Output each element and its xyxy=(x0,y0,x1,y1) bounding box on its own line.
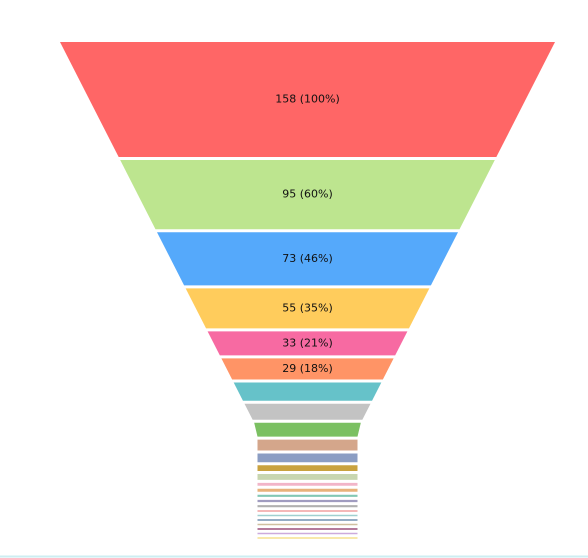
funnel-segment xyxy=(185,288,430,329)
funnel-segment xyxy=(257,519,358,521)
funnel-segment xyxy=(257,499,358,503)
funnel-segment xyxy=(257,537,358,539)
funnel-segment xyxy=(257,482,358,486)
funnel-segment xyxy=(257,494,358,497)
funnel-segment xyxy=(257,528,358,530)
funnel-segment xyxy=(257,510,358,512)
funnel-segment xyxy=(257,465,358,472)
funnel-segment xyxy=(120,160,495,230)
funnel-segment xyxy=(157,232,458,286)
funnel-segment xyxy=(257,474,358,480)
funnel-segment xyxy=(257,532,358,535)
funnel-segment xyxy=(233,382,382,401)
funnel-segment xyxy=(257,439,358,451)
value-label: 73 (46%) xyxy=(282,252,333,265)
funnel-segment xyxy=(257,514,358,517)
funnel-segment xyxy=(244,403,371,420)
funnel-segment xyxy=(207,331,408,356)
funnel-segment xyxy=(254,422,361,437)
funnel-segment xyxy=(257,505,358,508)
funnel-segment xyxy=(257,453,358,463)
value-label: 55 (35%) xyxy=(282,301,333,314)
value-label: 95 (60%) xyxy=(282,188,333,201)
funnel-segment xyxy=(221,358,394,380)
value-label: 29 (18%) xyxy=(282,362,333,375)
funnel-segment xyxy=(60,42,555,158)
funnel-segment xyxy=(257,523,358,526)
value-label: 33 (21%) xyxy=(282,336,333,349)
funnel-segment xyxy=(257,488,358,492)
value-label: 158 (100%) xyxy=(275,93,340,106)
